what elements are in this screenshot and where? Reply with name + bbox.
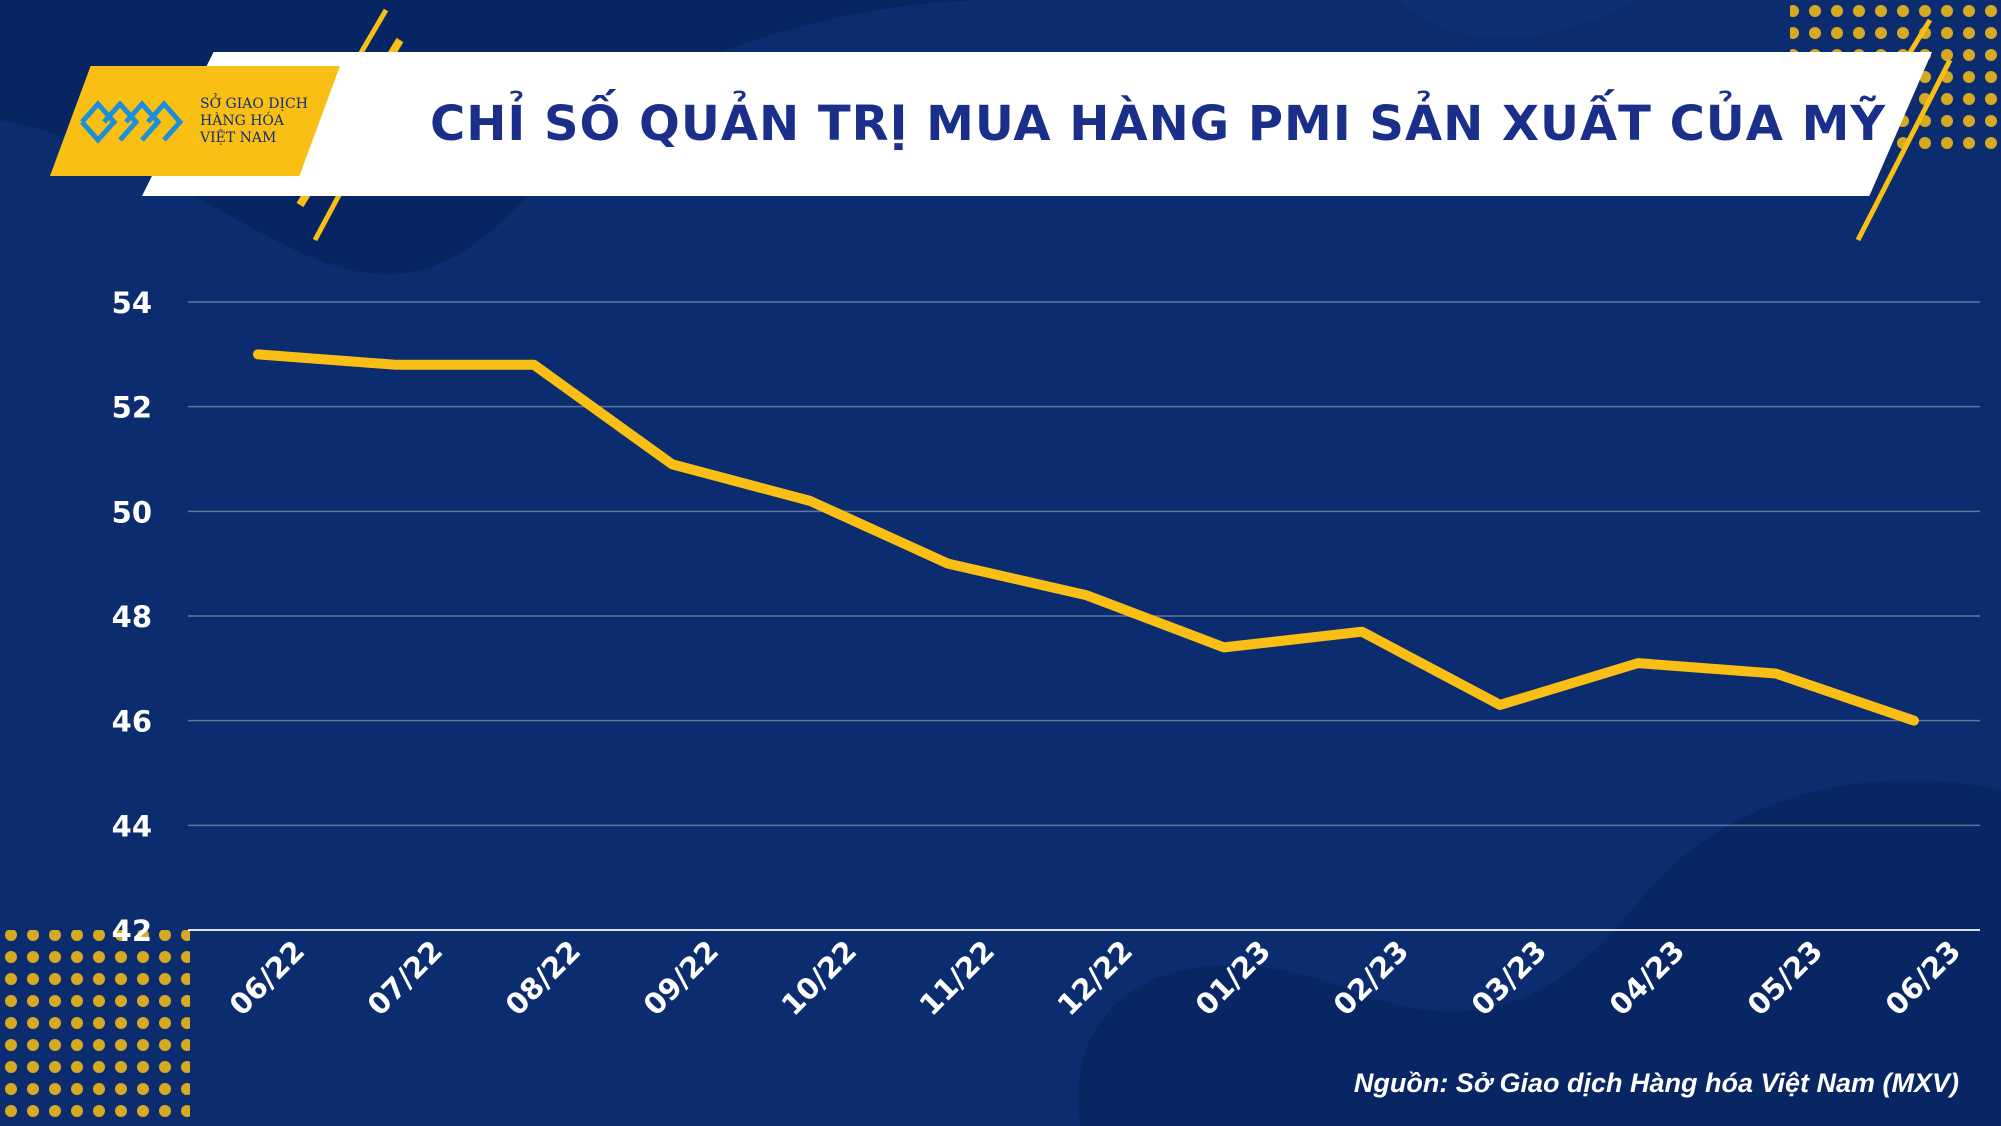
y-tick-label: 52 [112,391,152,425]
x-tick-label: 08/22 [499,934,588,1023]
x-tick-label: 09/22 [637,934,726,1023]
gridlines [188,301,1980,931]
logo-line-1: SỞ GIAO DỊCH [200,96,308,112]
data-point [1359,628,1365,635]
x-tick-label: 02/23 [1327,934,1416,1023]
logo-badge [50,66,340,176]
y-tick-label: 42 [112,914,152,948]
x-tick-label: 11/22 [913,934,1002,1023]
series-layer [253,349,1919,726]
data-point [807,497,813,504]
y-tick-label: 46 [112,705,152,739]
data-point [1773,670,1779,677]
series-line [253,349,1919,726]
mxv-logo-icon [80,100,184,144]
y-tick-label: 54 [112,286,152,320]
y-tick-label: 50 [112,495,152,529]
x-tick-label: 10/22 [775,934,864,1023]
logo-line-3: VIỆT NAM [200,130,277,146]
data-point [1911,717,1917,724]
x-tick-label: 04/23 [1603,934,1692,1023]
x-tick-label: 07/22 [361,934,450,1023]
x-tick-label: 05/23 [1741,934,1830,1023]
x-tick-label: 06/22 [223,934,312,1023]
data-point [669,461,675,468]
logo-line-2: HÀNG HÓA [200,113,284,129]
x-tick-label: 01/23 [1189,934,1278,1023]
data-point [1497,701,1503,708]
data-point [1083,592,1089,599]
x-tick-label: 06/23 [1879,934,1968,1023]
logo-wordmark: SỞ GIAO DỊCH HÀNG HÓA VIỆT NAM [200,96,330,147]
data-point [1635,660,1641,667]
data-point [945,560,951,567]
title-banner [142,52,1932,196]
x-tick-label: 03/23 [1465,934,1554,1023]
data-point [531,361,537,368]
source-note: Nguồn: Sở Giao dịch Hàng hóa Việt Nam (M… [1353,1068,1959,1098]
data-point [255,351,261,358]
y-axis-labels: 42 44 46 48 50 52 54 [112,286,152,948]
x-tick-label: 12/22 [1051,934,1140,1023]
x-axis-labels: 06/22 07/22 08/22 09/22 10/22 11/22 12/22 01/23… [223,934,1968,1023]
data-point [1221,644,1227,651]
data-point [393,361,399,368]
chart-title: CHỈ SỐ QUẢN TRỊ MUA HÀNG PMI SẢN XUẤT CỦ… [430,96,1887,152]
y-tick-label: 48 [112,600,152,634]
y-tick-label: 44 [112,809,152,843]
